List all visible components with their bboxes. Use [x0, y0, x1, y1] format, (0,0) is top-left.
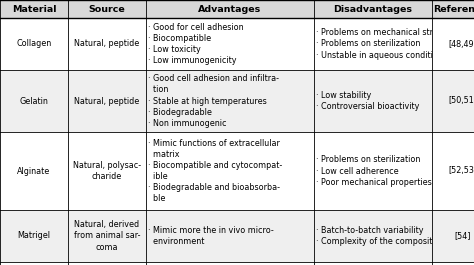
Text: Matrigel: Matrigel	[18, 232, 51, 241]
Text: · Mimic functions of extracellular
  matrix
· Biocompatible and cytocompat-
  ib: · Mimic functions of extracellular matri…	[148, 139, 283, 203]
Text: [52,53]: [52,53]	[448, 166, 474, 175]
Text: Alginate: Alginate	[18, 166, 51, 175]
Text: References: References	[433, 5, 474, 14]
Bar	[0, 262, 474, 265]
Text: [50,51]: [50,51]	[448, 96, 474, 105]
Text: Disadvantages: Disadvantages	[334, 5, 412, 14]
Text: [48,49]: [48,49]	[448, 39, 474, 48]
Bar	[0, 70, 474, 132]
Text: · Mimic more the in vivo micro-
  environment: · Mimic more the in vivo micro- environm…	[148, 226, 274, 246]
Text: Natural, peptide: Natural, peptide	[74, 39, 140, 48]
Text: [54]: [54]	[455, 232, 471, 241]
Bar	[0, 0, 474, 18]
Text: Collagen: Collagen	[17, 39, 52, 48]
Text: · Good for cell adhesion
· Biocompatible
· Low toxicity
· Low immunogenicity: · Good for cell adhesion · Biocompatible…	[148, 23, 244, 65]
Text: Advantages: Advantages	[199, 5, 262, 14]
Text: Material: Material	[12, 5, 56, 14]
Bar	[0, 18, 474, 70]
Text: Source: Source	[89, 5, 126, 14]
Text: · Batch-to-batch variability
· Complexity of the composition: · Batch-to-batch variability · Complexit…	[317, 226, 445, 246]
Text: Natural, derived
from animal sar-
coma: Natural, derived from animal sar- coma	[74, 220, 140, 251]
Text: · Low stability
· Controversial bioactivity: · Low stability · Controversial bioactiv…	[317, 91, 420, 111]
Bar	[0, 210, 474, 262]
Text: Natural, peptide: Natural, peptide	[74, 96, 140, 105]
Text: Natural, polysac-
charide: Natural, polysac- charide	[73, 161, 141, 181]
Text: Gelatin: Gelatin	[19, 96, 48, 105]
Text: · Problems on mechanical strength
· Problems on sterilization
· Unstable in aque: · Problems on mechanical strength · Prob…	[317, 28, 456, 60]
Text: · Good cell adhesion and infiltra-
  tion
· Stable at high temperatures
· Biodeg: · Good cell adhesion and infiltra- tion …	[148, 74, 280, 128]
Text: · Problems on sterilization
· Low cell adherence
· Poor mechanical properties: · Problems on sterilization · Low cell a…	[317, 155, 432, 187]
Bar	[0, 132, 474, 210]
